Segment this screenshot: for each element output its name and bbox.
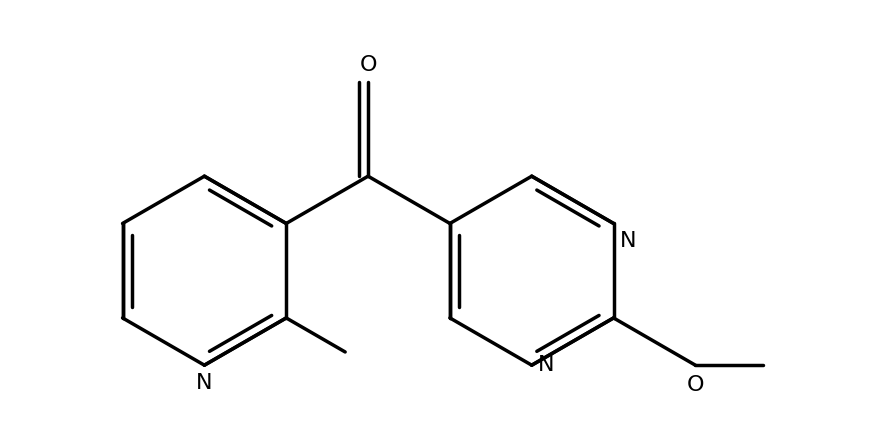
Text: O: O [687,374,704,395]
Text: N: N [539,355,555,375]
Text: O: O [360,55,377,75]
Text: N: N [620,231,637,251]
Text: N: N [196,373,213,393]
